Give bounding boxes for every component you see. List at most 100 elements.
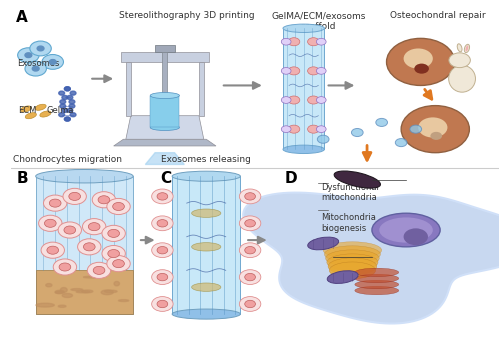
Ellipse shape (372, 213, 440, 247)
Circle shape (240, 189, 261, 204)
Circle shape (316, 97, 326, 103)
Circle shape (18, 48, 39, 63)
Circle shape (376, 118, 388, 126)
Text: Exosomes releasing: Exosomes releasing (162, 156, 251, 164)
Ellipse shape (105, 291, 116, 294)
Circle shape (78, 239, 101, 255)
Polygon shape (36, 271, 133, 314)
Circle shape (404, 228, 428, 245)
Polygon shape (162, 52, 168, 112)
Circle shape (50, 199, 61, 207)
Circle shape (449, 53, 470, 67)
Circle shape (282, 97, 291, 103)
Ellipse shape (100, 302, 113, 305)
Ellipse shape (75, 293, 88, 297)
Circle shape (58, 113, 64, 117)
Circle shape (70, 113, 76, 117)
Ellipse shape (457, 44, 462, 52)
Ellipse shape (25, 113, 36, 119)
Circle shape (50, 60, 56, 64)
Ellipse shape (192, 283, 221, 292)
Circle shape (67, 96, 73, 99)
Ellipse shape (355, 268, 399, 277)
Circle shape (157, 246, 168, 254)
Circle shape (58, 91, 64, 95)
Polygon shape (121, 52, 208, 62)
Circle shape (157, 193, 168, 200)
Circle shape (308, 125, 320, 133)
Ellipse shape (78, 304, 92, 308)
Ellipse shape (330, 262, 376, 279)
Circle shape (108, 230, 120, 237)
Ellipse shape (35, 104, 46, 110)
Ellipse shape (65, 307, 77, 312)
Text: Exosomes: Exosomes (17, 59, 59, 67)
Polygon shape (155, 45, 174, 52)
Ellipse shape (324, 246, 380, 263)
Polygon shape (146, 153, 184, 164)
Circle shape (60, 100, 66, 104)
Circle shape (98, 196, 110, 204)
Circle shape (41, 242, 64, 258)
Ellipse shape (172, 309, 240, 319)
Polygon shape (172, 176, 240, 314)
Text: Osteochondral repair: Osteochondral repair (390, 12, 486, 20)
Circle shape (25, 53, 32, 58)
Polygon shape (36, 176, 133, 314)
Circle shape (152, 243, 173, 258)
Circle shape (108, 250, 120, 258)
Text: Chondrocytes migration: Chondrocytes migration (13, 156, 122, 164)
Ellipse shape (283, 145, 325, 154)
Text: D: D (284, 171, 297, 186)
Polygon shape (243, 193, 500, 323)
Circle shape (92, 192, 116, 208)
Circle shape (102, 225, 126, 241)
Circle shape (282, 38, 291, 45)
Ellipse shape (327, 254, 378, 271)
Circle shape (316, 67, 326, 74)
Polygon shape (283, 28, 325, 149)
Polygon shape (150, 96, 180, 127)
Ellipse shape (327, 271, 358, 283)
Circle shape (240, 297, 261, 312)
Circle shape (157, 273, 168, 281)
Ellipse shape (192, 209, 221, 217)
Circle shape (64, 87, 70, 91)
Circle shape (37, 46, 44, 51)
Circle shape (308, 38, 320, 46)
Circle shape (282, 126, 291, 133)
Ellipse shape (323, 242, 382, 259)
Circle shape (44, 195, 67, 211)
Circle shape (316, 126, 326, 133)
Text: GelMA/ECM/exosoms
scaffold: GelMA/ECM/exosoms scaffold (271, 12, 366, 31)
Circle shape (152, 216, 173, 231)
Text: C: C (160, 171, 171, 186)
Circle shape (410, 125, 422, 133)
Circle shape (396, 139, 407, 147)
Ellipse shape (98, 287, 104, 292)
Circle shape (401, 106, 469, 153)
Ellipse shape (448, 65, 475, 92)
Text: ECM: ECM (18, 106, 36, 115)
Ellipse shape (150, 124, 180, 131)
Polygon shape (199, 62, 204, 116)
Circle shape (62, 96, 68, 99)
Polygon shape (114, 139, 216, 146)
Circle shape (62, 108, 68, 113)
Circle shape (102, 245, 126, 262)
Ellipse shape (355, 286, 399, 295)
Ellipse shape (150, 93, 180, 99)
Circle shape (244, 220, 256, 227)
Circle shape (288, 67, 300, 75)
Text: Dysfunctional
mitochondria: Dysfunctional mitochondria (321, 183, 378, 202)
Circle shape (244, 193, 256, 200)
Text: A: A (16, 10, 28, 25)
Circle shape (240, 216, 261, 231)
Ellipse shape (308, 237, 338, 250)
Circle shape (288, 96, 300, 104)
Circle shape (58, 222, 82, 238)
Circle shape (282, 67, 291, 74)
Circle shape (152, 297, 173, 312)
Text: Gelma: Gelma (46, 106, 74, 115)
Ellipse shape (20, 106, 32, 112)
